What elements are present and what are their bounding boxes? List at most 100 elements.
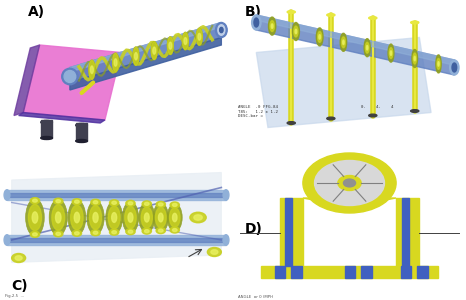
- Ellipse shape: [49, 199, 68, 236]
- Ellipse shape: [32, 212, 38, 223]
- Ellipse shape: [26, 199, 44, 236]
- Polygon shape: [256, 15, 454, 75]
- Polygon shape: [7, 190, 226, 200]
- Ellipse shape: [414, 56, 416, 61]
- Ellipse shape: [413, 53, 417, 64]
- Ellipse shape: [183, 32, 188, 50]
- Circle shape: [93, 201, 98, 204]
- Ellipse shape: [93, 212, 98, 223]
- Text: 0.    4.    4: 0. 4. 4: [361, 105, 394, 109]
- Circle shape: [91, 230, 100, 236]
- Ellipse shape: [113, 53, 118, 72]
- Circle shape: [315, 160, 384, 206]
- Ellipse shape: [128, 213, 133, 222]
- Circle shape: [142, 201, 151, 207]
- Bar: [280, 198, 303, 266]
- Bar: [401, 266, 411, 278]
- Ellipse shape: [133, 47, 139, 65]
- Circle shape: [190, 212, 206, 223]
- Ellipse shape: [293, 22, 300, 40]
- Circle shape: [128, 230, 133, 233]
- Ellipse shape: [287, 11, 295, 13]
- Ellipse shape: [268, 17, 276, 35]
- Polygon shape: [7, 193, 226, 197]
- Circle shape: [207, 248, 221, 256]
- Ellipse shape: [87, 200, 104, 235]
- Ellipse shape: [390, 51, 392, 55]
- Circle shape: [142, 228, 151, 234]
- Ellipse shape: [369, 16, 377, 19]
- Ellipse shape: [316, 28, 323, 46]
- Bar: [361, 266, 372, 278]
- Polygon shape: [19, 112, 105, 123]
- Ellipse shape: [411, 110, 419, 112]
- Ellipse shape: [319, 34, 321, 39]
- Circle shape: [54, 231, 63, 237]
- Ellipse shape: [223, 235, 229, 245]
- Ellipse shape: [172, 213, 177, 222]
- Ellipse shape: [218, 25, 225, 35]
- Ellipse shape: [170, 208, 180, 227]
- Ellipse shape: [294, 26, 298, 37]
- Ellipse shape: [327, 14, 335, 16]
- Text: B): B): [245, 4, 261, 19]
- Text: A): A): [28, 4, 45, 19]
- Polygon shape: [303, 198, 350, 206]
- Ellipse shape: [4, 190, 10, 200]
- Circle shape: [170, 202, 179, 208]
- Ellipse shape: [4, 235, 10, 245]
- Circle shape: [56, 232, 61, 235]
- Ellipse shape: [74, 212, 80, 223]
- Circle shape: [303, 153, 396, 213]
- Ellipse shape: [64, 70, 75, 83]
- Circle shape: [343, 179, 356, 187]
- Ellipse shape: [75, 140, 88, 142]
- Ellipse shape: [28, 204, 41, 231]
- Ellipse shape: [254, 18, 259, 27]
- Bar: [275, 266, 285, 278]
- Ellipse shape: [151, 42, 157, 59]
- Ellipse shape: [90, 66, 93, 74]
- Ellipse shape: [144, 213, 149, 222]
- Ellipse shape: [197, 28, 202, 45]
- Circle shape: [30, 231, 40, 237]
- Ellipse shape: [114, 59, 117, 66]
- Polygon shape: [350, 198, 396, 206]
- Polygon shape: [7, 235, 226, 245]
- Ellipse shape: [389, 48, 393, 58]
- Circle shape: [194, 215, 202, 220]
- Ellipse shape: [340, 33, 347, 51]
- Ellipse shape: [141, 207, 152, 228]
- Circle shape: [75, 200, 79, 203]
- Ellipse shape: [318, 32, 322, 42]
- Circle shape: [158, 203, 163, 206]
- Text: ANGLE  .0 FFG-84
T85:   1.2 ± 1.2
DESC-bar =: ANGLE .0 FFG-84 T85: 1.2 ± 1.2 DESC-bar …: [238, 105, 278, 118]
- Ellipse shape: [436, 55, 441, 73]
- Ellipse shape: [122, 202, 139, 233]
- Ellipse shape: [365, 42, 369, 53]
- Circle shape: [30, 198, 40, 204]
- Polygon shape: [14, 45, 40, 116]
- Ellipse shape: [287, 122, 295, 124]
- Ellipse shape: [106, 201, 123, 234]
- Ellipse shape: [62, 68, 78, 85]
- Circle shape: [112, 201, 116, 204]
- Ellipse shape: [295, 29, 297, 34]
- Circle shape: [110, 200, 119, 206]
- Polygon shape: [7, 238, 226, 242]
- Ellipse shape: [133, 47, 139, 65]
- Circle shape: [126, 200, 135, 206]
- Ellipse shape: [75, 123, 88, 127]
- Ellipse shape: [364, 39, 370, 57]
- Bar: [75, 123, 88, 141]
- Circle shape: [170, 227, 179, 233]
- Ellipse shape: [167, 37, 173, 54]
- Ellipse shape: [327, 117, 335, 120]
- Ellipse shape: [438, 61, 439, 66]
- Ellipse shape: [252, 15, 261, 30]
- Ellipse shape: [167, 203, 182, 232]
- Circle shape: [93, 231, 98, 234]
- Ellipse shape: [270, 21, 274, 32]
- Circle shape: [72, 230, 82, 236]
- Text: ANGLE  or 0 (MPH: ANGLE or 0 (MPH: [238, 295, 273, 298]
